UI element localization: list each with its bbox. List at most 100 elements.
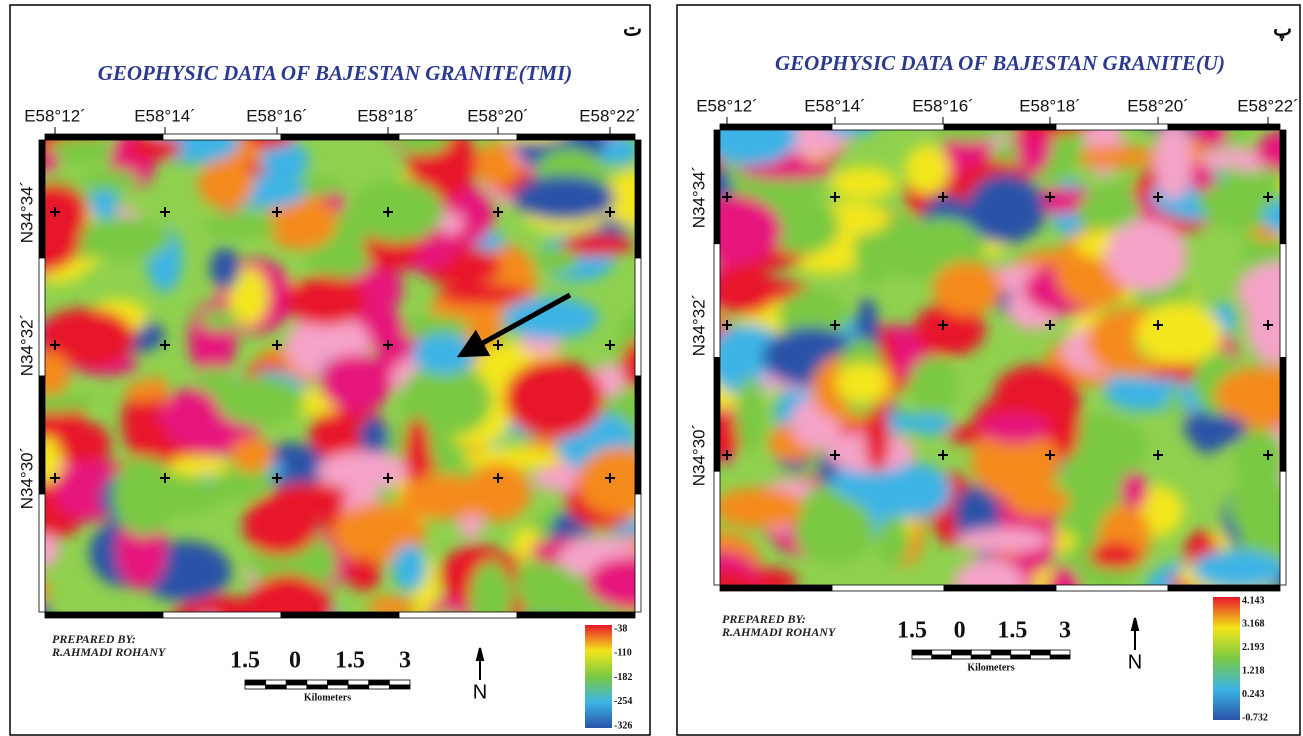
scale-label: 1.5: [997, 618, 1027, 644]
anomaly: [126, 381, 158, 402]
frame-bar: [1280, 244, 1286, 358]
scale-segment: [389, 685, 410, 689]
anomaly: [466, 463, 531, 521]
scale-segment: [348, 680, 369, 685]
scale-segment: [307, 680, 328, 685]
frame-bar: [714, 244, 720, 358]
prepared-by: PREPARED BY:: [722, 612, 806, 626]
scale-segment: [952, 655, 972, 659]
anomaly: [1154, 122, 1192, 200]
frame-bar: [1168, 585, 1280, 591]
scale-segment: [348, 685, 369, 689]
anomaly: [217, 376, 305, 426]
anomaly: [320, 354, 391, 412]
anomaly: [1193, 119, 1228, 147]
legend-bar: [585, 625, 612, 728]
anomaly: [621, 338, 667, 389]
frame-bar: [1280, 471, 1286, 585]
frame-bar: [1168, 124, 1280, 130]
anomaly: [836, 362, 888, 403]
anomaly: [909, 357, 958, 415]
scale-unit: Kilometers: [304, 692, 351, 703]
frame-bar: [635, 376, 641, 494]
anomaly: [910, 411, 953, 435]
legend-label: 2.193: [1242, 642, 1265, 653]
longitude-label: E58°20´: [467, 106, 529, 125]
anomaly: [1105, 220, 1187, 291]
latitude-label: N34°34´: [17, 181, 36, 244]
frame-bar: [1280, 358, 1286, 472]
anomaly: [168, 456, 229, 476]
anomaly: [469, 561, 512, 639]
anomaly: [1008, 485, 1070, 517]
scale-label: 1.5: [335, 648, 365, 674]
longitude-label: E58°14´: [804, 96, 866, 115]
frame-bar: [1056, 124, 1168, 130]
legend-label: -182: [614, 672, 632, 683]
north-label: N: [1128, 651, 1142, 673]
latitude-label: N34°34´: [689, 166, 708, 229]
legend-label: -0.732: [1242, 712, 1268, 723]
frame-bar: [39, 494, 45, 612]
legend-label: -38: [614, 623, 627, 634]
frame-bar: [635, 494, 641, 612]
frame-bar: [399, 612, 517, 618]
latitude-label: N34°32´: [17, 314, 36, 377]
frame-bar: [635, 258, 641, 376]
panel-tag: ت: [623, 18, 642, 40]
frame-bar: [720, 124, 832, 130]
scale-segment: [1011, 655, 1031, 659]
scale-segment: [1031, 650, 1051, 655]
anomaly: [202, 213, 277, 238]
anomaly: [795, 497, 874, 565]
frame-bar: [1280, 130, 1286, 244]
frame-bar: [635, 140, 641, 258]
anomaly: [578, 447, 661, 516]
scale-unit: Kilometers: [967, 662, 1014, 673]
north-label: N: [473, 681, 487, 703]
longitude-label: E58°22´: [579, 106, 641, 125]
anomaly: [713, 265, 777, 315]
legend-label: -326: [614, 720, 632, 731]
north-arrow: [477, 648, 483, 680]
anomaly: [0, 392, 95, 413]
author: R.AHMADI ROHANY: [51, 645, 167, 659]
frame-bar: [39, 258, 45, 376]
legend-label: 3.168: [1242, 619, 1265, 630]
scale-segment: [952, 650, 972, 655]
anomaly: [231, 438, 275, 473]
legend-label: 0.243: [1242, 689, 1265, 700]
scale-segment: [266, 685, 287, 689]
anomaly: [80, 216, 171, 261]
legend-label: 1.218: [1242, 665, 1265, 676]
anomaly: [112, 456, 177, 535]
legend-label: 4.143: [1242, 595, 1265, 606]
scale-segment: [369, 685, 390, 689]
longitude-label: E58°12´: [24, 106, 86, 125]
anomaly: [436, 284, 528, 305]
anomaly: [1136, 303, 1223, 364]
panel-tag: پ: [1273, 18, 1292, 40]
scale-segment: [932, 655, 952, 659]
frame-bar: [517, 612, 635, 618]
scale-segment: [991, 655, 1011, 659]
scale-label: 0: [954, 618, 966, 644]
scale-segment: [1050, 655, 1070, 659]
anomaly: [412, 333, 476, 374]
anomaly: [1192, 550, 1283, 589]
frame-bar: [39, 376, 45, 494]
anomaly: [905, 145, 949, 195]
longitude-label: E58°16´: [912, 96, 974, 115]
latitude-label: N34°30´: [689, 424, 708, 487]
frame-bar: [281, 612, 399, 618]
scale-segment: [245, 680, 266, 685]
legend-label: -254: [614, 696, 632, 707]
longitude-label: E58°12´: [696, 96, 758, 115]
map-title: GEOPHYSIC DATA OF BAJESTAN GRANITE(U): [775, 51, 1225, 75]
anomaly: [285, 276, 367, 325]
anomaly: [195, 616, 222, 642]
scale-label: 3: [1059, 618, 1071, 644]
frame-bar: [832, 124, 944, 130]
scale-segment: [1050, 650, 1070, 655]
anomaly: [392, 544, 427, 591]
